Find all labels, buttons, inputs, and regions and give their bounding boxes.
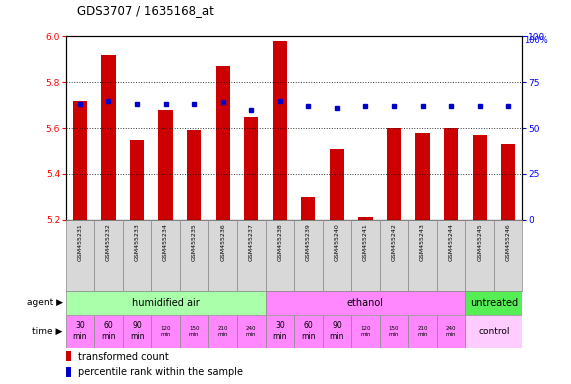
Bar bbox=[66, 291, 266, 315]
Bar bbox=[301, 197, 315, 220]
Bar bbox=[123, 315, 151, 348]
Bar bbox=[66, 220, 94, 291]
Bar bbox=[159, 110, 173, 220]
Bar bbox=[266, 291, 465, 315]
Bar bbox=[473, 135, 486, 220]
Bar bbox=[437, 315, 465, 348]
Text: GSM455233: GSM455233 bbox=[135, 223, 139, 261]
Bar bbox=[465, 220, 494, 291]
Text: GSM455234: GSM455234 bbox=[163, 223, 168, 261]
Bar bbox=[180, 315, 208, 348]
Text: 60
min: 60 min bbox=[101, 321, 116, 341]
Bar bbox=[408, 220, 437, 291]
Bar bbox=[273, 41, 287, 220]
Text: GSM455242: GSM455242 bbox=[392, 223, 396, 261]
Bar bbox=[66, 315, 94, 348]
Text: ethanol: ethanol bbox=[347, 298, 384, 308]
Text: transformed count: transformed count bbox=[78, 352, 168, 362]
Bar bbox=[465, 315, 522, 348]
Bar bbox=[408, 315, 437, 348]
Text: 30
min: 30 min bbox=[272, 321, 287, 341]
Text: percentile rank within the sample: percentile rank within the sample bbox=[78, 367, 243, 377]
Text: GSM455236: GSM455236 bbox=[220, 223, 225, 261]
Text: GSM455240: GSM455240 bbox=[335, 223, 339, 261]
Bar bbox=[380, 220, 408, 291]
Text: time ▶: time ▶ bbox=[33, 327, 63, 336]
Bar bbox=[351, 315, 380, 348]
Text: 90
min: 90 min bbox=[329, 321, 344, 341]
Bar bbox=[351, 220, 380, 291]
Bar bbox=[180, 220, 208, 291]
Bar bbox=[244, 117, 258, 220]
Text: GSM455239: GSM455239 bbox=[306, 223, 311, 261]
Bar bbox=[294, 315, 323, 348]
Bar bbox=[237, 220, 266, 291]
Bar bbox=[66, 367, 71, 377]
Text: GSM455241: GSM455241 bbox=[363, 223, 368, 261]
Text: 210
min: 210 min bbox=[218, 326, 228, 337]
Bar bbox=[359, 217, 372, 220]
Bar bbox=[102, 55, 116, 220]
Text: control: control bbox=[478, 327, 510, 336]
Text: 150
min: 150 min bbox=[189, 326, 199, 337]
Text: GSM455231: GSM455231 bbox=[78, 223, 82, 261]
Bar bbox=[387, 128, 401, 220]
Text: 120
min: 120 min bbox=[360, 326, 371, 337]
Text: 30
min: 30 min bbox=[73, 321, 87, 341]
Bar bbox=[187, 130, 202, 220]
Bar bbox=[73, 101, 87, 220]
Text: GSM455238: GSM455238 bbox=[278, 223, 282, 261]
Text: 240
min: 240 min bbox=[246, 326, 256, 337]
Text: 100%: 100% bbox=[524, 36, 548, 45]
Bar bbox=[123, 220, 151, 291]
Text: GSM455244: GSM455244 bbox=[449, 223, 453, 261]
Bar bbox=[380, 315, 408, 348]
Bar bbox=[266, 220, 294, 291]
Bar bbox=[501, 144, 515, 220]
Bar bbox=[237, 315, 266, 348]
Bar bbox=[216, 66, 230, 220]
Text: GSM455235: GSM455235 bbox=[192, 223, 196, 261]
Text: GSM455237: GSM455237 bbox=[249, 223, 254, 261]
Bar bbox=[94, 315, 123, 348]
Text: humidified air: humidified air bbox=[132, 298, 199, 308]
Bar bbox=[323, 220, 351, 291]
Text: agent ▶: agent ▶ bbox=[27, 298, 63, 307]
Text: 210
min: 210 min bbox=[417, 326, 428, 337]
Bar bbox=[416, 132, 430, 220]
Bar bbox=[444, 128, 458, 220]
Text: GDS3707 / 1635168_at: GDS3707 / 1635168_at bbox=[77, 4, 214, 17]
Bar bbox=[323, 315, 351, 348]
Bar bbox=[437, 220, 465, 291]
Bar bbox=[66, 351, 71, 361]
Bar bbox=[330, 149, 344, 220]
Text: 90
min: 90 min bbox=[130, 321, 144, 341]
Bar bbox=[151, 220, 180, 291]
Bar bbox=[294, 220, 323, 291]
Bar bbox=[130, 139, 144, 220]
Bar bbox=[208, 220, 237, 291]
Text: GSM455245: GSM455245 bbox=[477, 223, 482, 261]
Text: 240
min: 240 min bbox=[446, 326, 456, 337]
Bar bbox=[494, 220, 522, 291]
Bar bbox=[465, 291, 522, 315]
Text: untreated: untreated bbox=[470, 298, 518, 308]
Text: 150
min: 150 min bbox=[389, 326, 399, 337]
Text: GSM455232: GSM455232 bbox=[106, 223, 111, 261]
Text: GSM455243: GSM455243 bbox=[420, 223, 425, 261]
Text: 60
min: 60 min bbox=[301, 321, 316, 341]
Bar bbox=[94, 220, 123, 291]
Bar bbox=[266, 315, 294, 348]
Text: GSM455246: GSM455246 bbox=[506, 223, 510, 261]
Bar bbox=[208, 315, 237, 348]
Text: 120
min: 120 min bbox=[160, 326, 171, 337]
Bar bbox=[151, 315, 180, 348]
